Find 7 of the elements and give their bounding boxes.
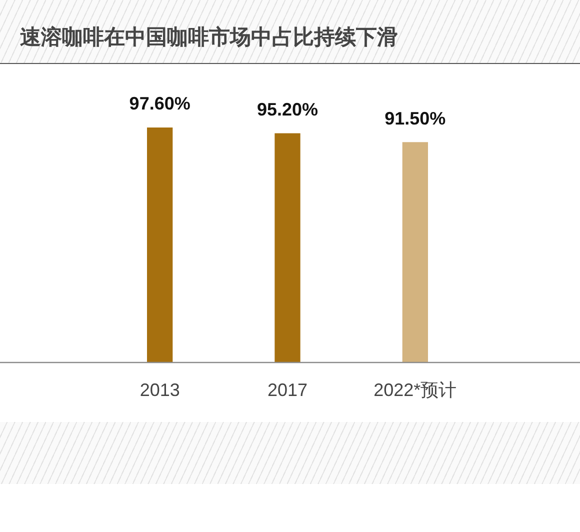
data-label: 95.20% <box>256 100 318 120</box>
x-tick-label: 2022*预计 <box>374 380 457 400</box>
x-tick-label: 2017 <box>267 380 308 400</box>
x-tick-label: 2013 <box>140 380 180 400</box>
data-label: 97.60% <box>129 94 190 114</box>
chart-title: 速溶咖啡在中国咖啡市场中占比持续下滑 <box>20 25 398 51</box>
data-label: 91.50% <box>384 108 446 128</box>
